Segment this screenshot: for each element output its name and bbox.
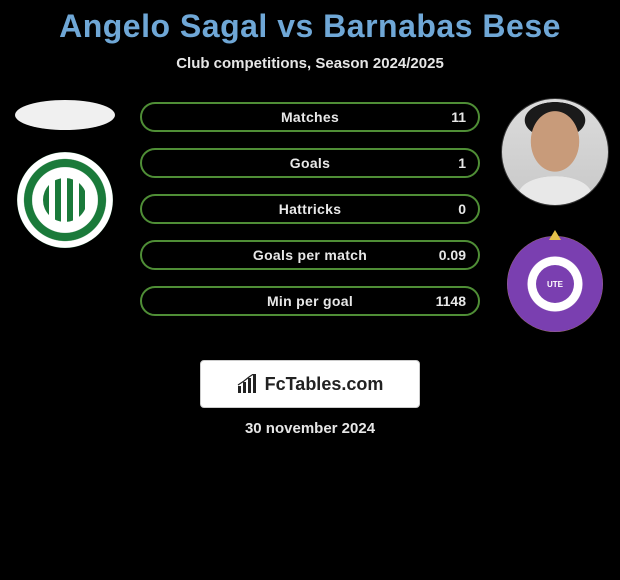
stats-table: Matches 11 Goals 1 Hattricks 0 Goals per… — [140, 102, 480, 332]
stat-label: Goals — [290, 155, 330, 171]
stat-row-matches: Matches 11 — [140, 102, 480, 132]
stat-row-goals: Goals 1 — [140, 148, 480, 178]
badge-text: FcTables.com — [265, 374, 384, 395]
subtitle: Club competitions, Season 2024/2025 — [0, 55, 620, 72]
stat-right-value: 0.09 — [439, 247, 466, 263]
stat-row-min-per-goal: Min per goal 1148 — [140, 286, 480, 316]
stat-row-hattricks: Hattricks 0 — [140, 194, 480, 224]
stat-right-value: 0 — [458, 201, 466, 217]
stat-label: Hattricks — [279, 201, 342, 217]
club-crest-ujpest: UTE — [507, 236, 603, 332]
right-column: UTE — [500, 98, 610, 332]
player-right-avatar — [501, 98, 609, 206]
date-text: 30 november 2024 — [0, 420, 620, 437]
stat-right-value: 1 — [458, 155, 466, 171]
club-crest-ferencvaros — [17, 152, 113, 248]
stat-right-value: 11 — [451, 109, 466, 125]
left-column — [10, 98, 120, 248]
fctables-badge[interactable]: FcTables.com — [200, 360, 420, 408]
stat-label: Min per goal — [267, 293, 353, 309]
player-left-avatar — [15, 100, 115, 130]
page-title: Angelo Sagal vs Barnabas Bese — [0, 0, 620, 45]
stat-label: Matches — [281, 109, 339, 125]
stat-label: Goals per match — [253, 247, 367, 263]
stat-row-goals-per-match: Goals per match 0.09 — [140, 240, 480, 270]
bar-chart-icon — [237, 374, 259, 394]
stat-right-value: 1148 — [436, 293, 466, 309]
crest-inner: UTE — [536, 265, 574, 303]
